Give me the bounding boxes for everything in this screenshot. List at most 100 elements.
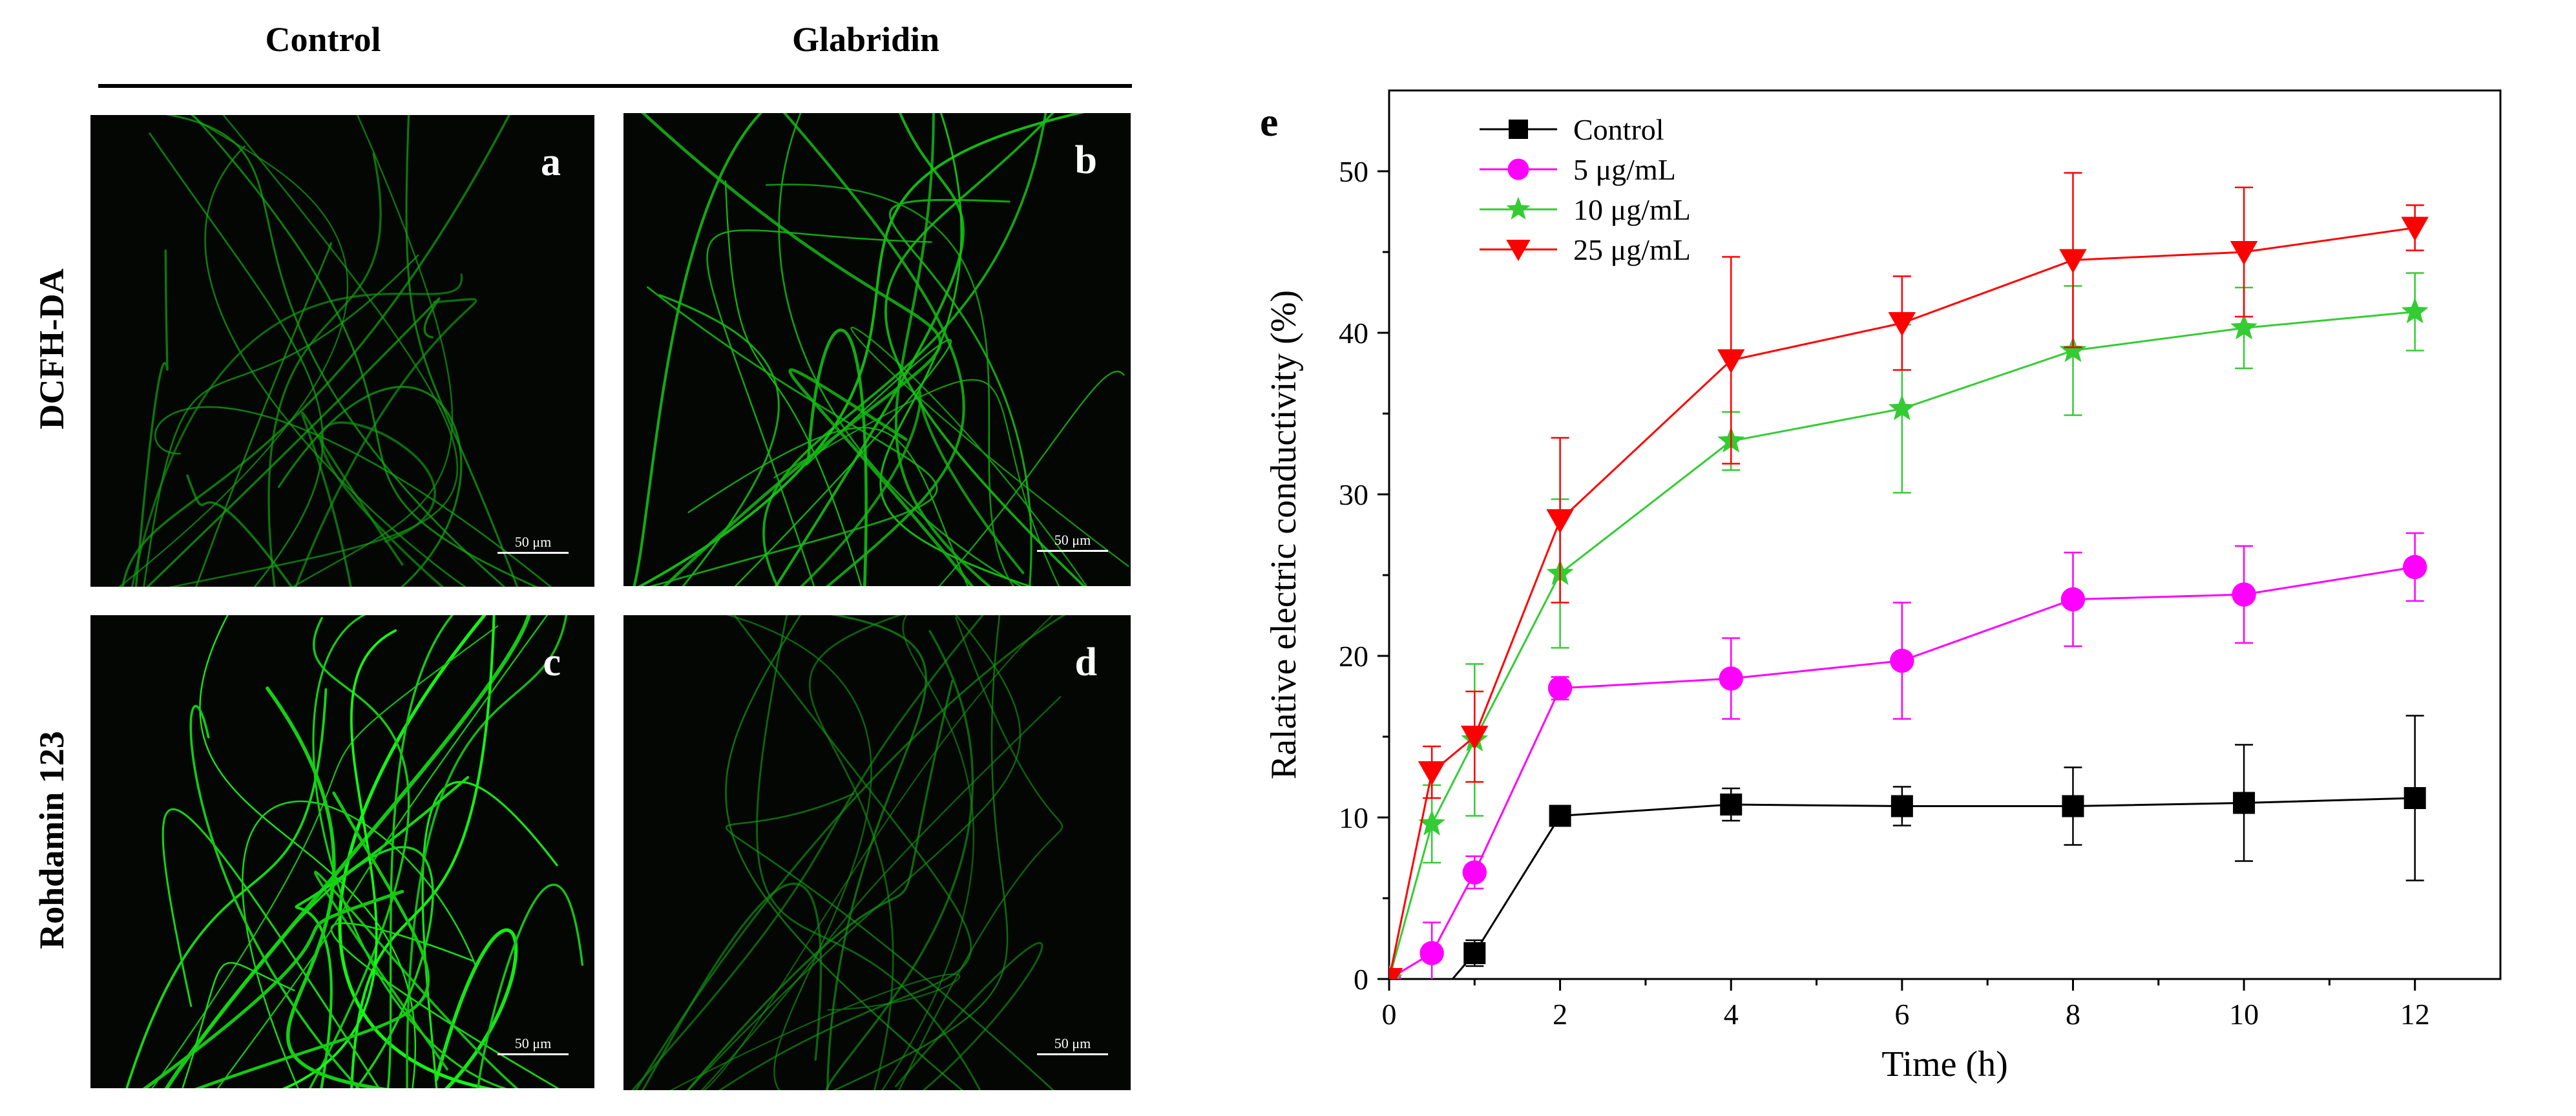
hypha-strand	[808, 615, 903, 1090]
legend-label-0: Control	[1573, 113, 1664, 146]
hypha-strand	[898, 616, 1063, 1090]
header-divider	[98, 84, 1132, 88]
hypha-strand	[687, 426, 969, 586]
data-point-3	[2230, 241, 2258, 266]
hypha-strand	[894, 113, 992, 586]
hypha-strand	[186, 474, 293, 587]
hypha-strand	[154, 406, 552, 587]
hypha-strand	[131, 273, 463, 587]
y-axis-label: Ralative electric conductivity (%)	[1264, 290, 1304, 779]
hypha-strand	[162, 808, 381, 1088]
legend-marker-0	[1509, 120, 1528, 139]
y-tick-label: 30	[1339, 478, 1368, 511]
hypha-strand	[788, 368, 974, 586]
panel-letter-c: c	[543, 640, 561, 684]
hypha-strand	[142, 890, 404, 1088]
series-3	[1389, 172, 2429, 979]
micrograph-panel-d: d 50 μm	[623, 615, 1131, 1090]
data-point-2	[1418, 809, 1446, 836]
hypha-strand	[118, 115, 348, 587]
hypha-strand	[182, 962, 295, 1088]
hypha-strand	[204, 145, 467, 587]
hypha-strand	[641, 883, 822, 1090]
scale-label-d: 50 μm	[1054, 1035, 1091, 1051]
hyphae-c	[125, 615, 584, 1088]
x-tick-label: 2	[1553, 998, 1567, 1031]
x-tick-label: 6	[1894, 998, 1909, 1031]
scale-bar-d: 50 μm	[1037, 1035, 1108, 1055]
data-point-1	[1890, 648, 1914, 673]
data-point-3	[1461, 726, 1489, 750]
plot-frame	[1388, 89, 2502, 980]
hypha-strand	[631, 615, 985, 1090]
hypha-strand	[350, 615, 496, 1088]
hypha-strand	[125, 688, 328, 1088]
hypha-strand	[895, 942, 1043, 1090]
hypha-strand	[121, 115, 510, 587]
legend-label-2: 10 μg/mL	[1573, 193, 1691, 226]
hypha-strand	[165, 115, 506, 587]
hypha-strand	[320, 421, 445, 587]
hypha-strand	[281, 629, 397, 1088]
hypha-strand	[406, 615, 568, 1088]
chart-svg: 0 2 4 6 8 10 12 0 10 20 30 40 50 Time (h) Ralative ele…	[1260, 89, 2502, 1084]
hypha-strand	[199, 615, 416, 1088]
hypha-strand	[386, 615, 454, 1088]
y-tick-label: 50	[1339, 155, 1368, 188]
hypha-strand	[826, 615, 927, 1090]
hypha-strand	[267, 153, 382, 587]
hypha-strand	[301, 411, 404, 587]
data-point-2	[1888, 394, 1916, 421]
hyphae-d	[631, 615, 1066, 1090]
plot-area	[1378, 172, 2429, 1064]
hypha-strand	[774, 113, 965, 586]
data-point-0	[2403, 787, 2426, 809]
hypha-strand	[718, 615, 972, 1090]
hypha-strand	[725, 615, 963, 1090]
data-point-1	[2232, 582, 2256, 607]
legend-marker-1	[1507, 158, 1529, 180]
data-point-2	[2401, 297, 2429, 324]
hypha-strand	[832, 615, 1009, 1090]
hypha-strand	[216, 615, 549, 1088]
hypha-strand	[194, 791, 430, 1088]
hypha-strand	[634, 615, 1066, 1090]
scale-label-b: 50 μm	[1054, 532, 1091, 548]
y-tick-label: 0	[1354, 963, 1368, 996]
row-label-dcfh-da: DCFH-DA	[32, 268, 71, 430]
hypha-strand	[782, 113, 965, 586]
data-point-1	[1719, 666, 1743, 691]
hypha-strand	[799, 390, 1025, 586]
x-tick-label: 10	[2229, 998, 2259, 1031]
scale-label-a: 50 μm	[514, 534, 552, 550]
scale-bar-b: 50 μm	[1037, 532, 1108, 552]
legend-marker-2	[1506, 196, 1531, 220]
series-line-0	[1451, 797, 2415, 979]
hypha-strand	[421, 781, 558, 1088]
data-point-2	[2059, 336, 2087, 363]
hypha-strand	[314, 870, 519, 1088]
conductivity-chart: 0 2 4 6 8 10 12 0 10 20 30 40 50 Time (h) Ralative ele…	[1228, 39, 2576, 1113]
data-point-3	[2401, 216, 2429, 241]
data-point-0	[1463, 942, 1486, 964]
micrograph-panel-c: c 50 μm	[90, 615, 594, 1088]
data-point-2	[2230, 313, 2258, 340]
hypha-strand	[647, 286, 938, 586]
hypha-strand	[724, 180, 863, 586]
hypha-strand	[312, 615, 508, 1088]
hypha-strand	[765, 184, 1015, 586]
data-point-0	[1890, 795, 1913, 817]
hypha-strand	[195, 242, 332, 587]
x-tick-label: 12	[2400, 998, 2430, 1031]
hypha-strand	[850, 326, 1129, 586]
legend-label-1: 5 μg/mL	[1573, 153, 1676, 186]
data-point-0	[2062, 795, 2084, 817]
y-tick-label: 20	[1339, 640, 1368, 673]
hypha-strand	[189, 704, 361, 1088]
scale-bar-a: 50 μm	[497, 534, 569, 554]
data-point-0	[1378, 1042, 1400, 1064]
series-1	[1389, 532, 2427, 979]
hypha-strand	[825, 630, 974, 1090]
hypha-strand	[885, 113, 1086, 586]
hypha-strand	[703, 615, 1054, 1090]
